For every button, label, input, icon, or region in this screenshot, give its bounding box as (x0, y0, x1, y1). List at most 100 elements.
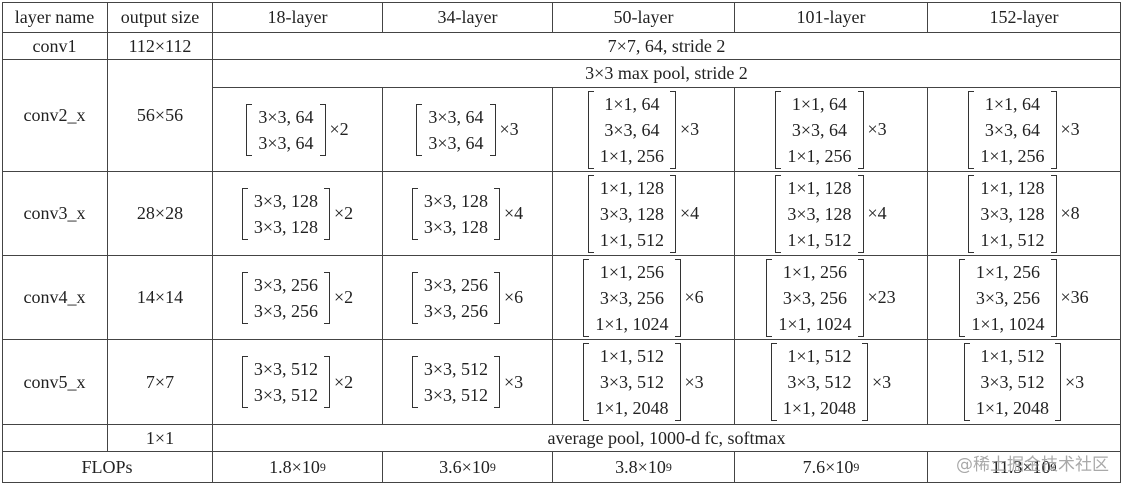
output-size: 56×56 (108, 60, 213, 172)
flops-cell: 7.6×10 9 (735, 452, 928, 483)
repeat: ×8 (1060, 203, 1080, 223)
repeat: ×4 (867, 203, 887, 223)
layer-spec: 1×1, 1024 (971, 313, 1045, 334)
row-name (2, 425, 108, 452)
layer-spec: 1×1, 256 (980, 145, 1045, 166)
block-cell: 1×1, 256 3×3, 256 1×1, 1024 ×6 (553, 256, 735, 340)
layer-spec: 3×3, 512 (787, 372, 852, 392)
layer-spec: 3×3, 64 (791, 119, 847, 140)
layer-spec: 1×1, 1024 (595, 313, 669, 334)
block-cell: 1×1, 64 3×3, 64 1×1, 256 ×3 (553, 88, 735, 172)
layer-spec: 3×3, 512 (253, 359, 318, 379)
block-cell: 3×3, 256 3×3, 256 ×6 (383, 256, 553, 340)
layer-spec: 3×3, 256 (975, 287, 1040, 308)
block: 3×3, 512 3×3, 512 ×2 (241, 356, 353, 408)
repeat: ×2 (334, 287, 354, 307)
layer-spec: 3×3, 128 (253, 216, 318, 237)
flops-cell: 3.6×10 9 (383, 452, 553, 483)
layer-spec: 1×1, 256 (975, 261, 1040, 282)
bracket: 3×3, 512 3×3, 512 (411, 356, 501, 408)
flops-mantissa: 3.6×10 (439, 456, 490, 477)
bracket: 1×1, 512 3×3, 512 1×1, 2048 (963, 343, 1062, 421)
bracket: 1×1, 256 3×3, 256 1×1, 1024 (766, 258, 864, 337)
block: 3×3, 256 3×3, 256 ×6 (411, 271, 524, 324)
row-name: conv3_x (2, 172, 108, 256)
flops-mantissa: 3.8×10 (615, 456, 666, 477)
block-cell: 1×1, 128 3×3, 128 1×1, 512 ×4 (735, 172, 928, 256)
block: 1×1, 64 3×3, 64 1×1, 256 ×3 (968, 90, 1080, 169)
layer-spec: 1×1, 128 (980, 177, 1045, 198)
output-size: 112×112 (108, 33, 213, 60)
flops-exponent: 9 (665, 459, 672, 474)
block-cell: 1×1, 256 3×3, 256 1×1, 1024 ×23 (735, 256, 928, 340)
header-cell: 34-layer (383, 2, 553, 33)
layer-spec: 3×3, 512 (599, 372, 664, 392)
layer-spec: 3×3, 512 (980, 372, 1045, 392)
block: 3×3, 64 3×3, 64 ×2 (246, 103, 349, 156)
bracket: 1×1, 64 3×3, 64 1×1, 256 (968, 90, 1057, 169)
header-cell: 101-layer (735, 2, 928, 33)
block: 1×1, 256 3×3, 256 1×1, 1024 ×23 (766, 258, 896, 337)
block: 3×3, 64 3×3, 64 ×3 (416, 103, 519, 156)
row-name: conv4_x (2, 256, 108, 340)
layer-spec: 3×3, 512 (423, 385, 488, 405)
layer-spec: 3×3, 128 (423, 216, 488, 237)
block: 1×1, 64 3×3, 64 1×1, 256 ×3 (587, 90, 699, 169)
row-name: conv5_x (2, 340, 108, 425)
layer-spec: 3×3, 128 (253, 190, 318, 211)
bracket: 1×1, 128 3×3, 128 1×1, 512 (775, 174, 864, 253)
repeat: ×3 (504, 371, 524, 392)
block-cell: 1×1, 512 3×3, 512 1×1, 2048 ×3 (553, 340, 735, 425)
bracket: 3×3, 256 3×3, 256 (411, 271, 501, 324)
layer-spec: 1×1, 256 (599, 145, 664, 166)
row-name: FLOPs (2, 452, 213, 483)
layer-spec: 3×3, 64 (428, 106, 484, 127)
block-cell: 3×3, 512 3×3, 512 ×2 (213, 340, 383, 425)
bracket: 3×3, 64 3×3, 64 (416, 103, 496, 156)
bracket: 3×3, 512 3×3, 512 (241, 356, 331, 408)
header-cell: 18-layer (213, 2, 383, 33)
repeat: ×3 (872, 371, 892, 392)
layer-spec: 1×1, 2048 (595, 398, 669, 418)
block-cell: 3×3, 64 3×3, 64 ×2 (213, 88, 383, 172)
layer-spec: 1×1, 512 (980, 346, 1045, 366)
repeat: ×2 (329, 119, 349, 139)
repeat: ×6 (684, 287, 704, 307)
flops-mantissa: 11.3×10 (991, 456, 1051, 477)
flops-cell: 11.3×10 9 (928, 452, 1121, 483)
layer-spec: 3×3, 512 (423, 359, 488, 379)
layer-spec: 1×1, 1024 (778, 313, 852, 334)
block: 3×3, 128 3×3, 128 ×4 (411, 187, 523, 240)
header-cell: output size (108, 2, 213, 33)
bracket: 1×1, 128 3×3, 128 1×1, 512 (587, 174, 677, 253)
block-cell: 1×1, 512 3×3, 512 1×1, 2048 ×3 (735, 340, 928, 425)
flops-exponent: 9 (319, 459, 326, 474)
block: 3×3, 128 3×3, 128 ×2 (241, 187, 353, 240)
layer-spec: 1×1, 512 (787, 229, 852, 250)
block-cell: 1×1, 128 3×3, 128 1×1, 512 ×8 (928, 172, 1121, 256)
bracket: 3×3, 256 3×3, 256 (241, 271, 331, 324)
block-cell: 3×3, 64 3×3, 64 ×3 (383, 88, 553, 172)
layer-spec: 3×3, 256 (599, 287, 664, 308)
flops-exponent: 9 (1050, 459, 1057, 474)
bracket: 1×1, 256 3×3, 256 1×1, 1024 (583, 258, 681, 337)
spanning-cell: 3×3 max pool, stride 2 (213, 60, 1121, 88)
flops-cell: 3.8×10 9 (553, 452, 735, 483)
layer-spec: 3×3, 256 (253, 300, 318, 321)
layer-spec: 1×1, 64 (984, 93, 1040, 114)
layer-spec: 1×1, 2048 (975, 398, 1049, 418)
layer-spec: 3×3, 256 (423, 300, 488, 321)
bracket: 1×1, 512 3×3, 512 1×1, 2048 (583, 343, 681, 421)
layer-spec: 1×1, 512 (599, 229, 664, 250)
layer-spec: 3×3, 256 (782, 287, 847, 308)
layer-spec: 1×1, 256 (782, 261, 847, 282)
layer-spec: 1×1, 256 (599, 261, 664, 282)
spanning-cell: 7×7, 64, stride 2 (213, 33, 1121, 60)
block: 1×1, 512 3×3, 512 1×1, 2048 ×3 (963, 343, 1085, 421)
repeat: ×6 (504, 287, 524, 307)
spanning-cell: average pool, 1000-d fc, softmax (213, 425, 1121, 452)
repeat: ×3 (1065, 371, 1085, 392)
row-name: conv2_x (2, 60, 108, 172)
repeat: ×36 (1060, 287, 1089, 307)
